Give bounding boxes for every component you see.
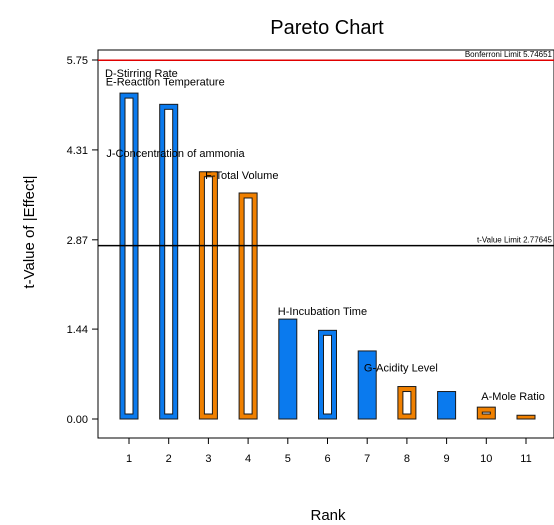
x-tick-label: 4 — [245, 453, 251, 465]
y-tick-label: 0.00 — [67, 414, 88, 426]
reference-lines: Bonferroni Limit 5.74651 t-Value Limit 2.… — [98, 50, 554, 247]
x-tick-label: 3 — [205, 453, 211, 465]
x-tick-label: 11 — [520, 453, 531, 465]
bar-label-rank-1: D-Stirring Rate — [105, 68, 178, 80]
bar-rank-8-hollow — [402, 391, 412, 415]
bar-series — [119, 92, 536, 420]
x-tick-label: 7 — [364, 453, 370, 465]
bar-label-rank-2: E-Reaction Temperature — [106, 76, 225, 88]
y-tick-label: 5.75 — [67, 55, 88, 67]
y-axis-label: t-Value of |Effect| — [21, 175, 38, 288]
bar-rank-3-hollow — [203, 176, 213, 415]
x-tick-label: 5 — [285, 453, 291, 465]
bar-rank-11 — [516, 414, 536, 420]
chart-title: Pareto Chart — [270, 17, 384, 39]
y-axis-ticks: 0.00 1.44 2.87 4.31 5.75 — [67, 55, 98, 426]
y-tick-label: 4.31 — [67, 145, 88, 157]
bar-label-rank-10: A-Mole Ratio — [481, 391, 545, 403]
x-tick-label: 1 — [126, 453, 132, 465]
bar-label-rank-3: J-Concentration of ammonia — [106, 148, 245, 160]
bar-rank-6-hollow — [323, 334, 332, 415]
bar-rank-4-hollow — [243, 197, 253, 415]
bar-rank-1-hollow — [124, 97, 134, 415]
x-tick-label: 10 — [480, 453, 492, 465]
x-axis-label: Rank — [310, 507, 346, 524]
x-tick-label: 2 — [166, 453, 172, 465]
bar-label-rank-4: F-Total Volume — [205, 170, 278, 182]
x-tick-label: 9 — [444, 453, 450, 465]
bar-label-rank-5: H-Incubation Time — [278, 306, 367, 318]
x-tick-label: 8 — [404, 453, 410, 465]
y-tick-label: 2.87 — [67, 235, 88, 247]
bar-rank-9 — [437, 391, 457, 420]
y-tick-label: 1.44 — [67, 324, 88, 336]
reference-line-label: Bonferroni Limit 5.74651 — [465, 50, 553, 59]
bar-rank-10-hollow — [481, 411, 491, 415]
x-axis-ticks: 1 2 3 4 5 6 7 8 9 10 11 — [126, 438, 532, 465]
bar-rank-5 — [278, 318, 298, 420]
bar-label-rank-8: G-Acidity Level — [364, 363, 438, 375]
plot-area-frame — [97, 49, 554, 439]
bar-rank-7 — [357, 350, 377, 420]
bar-rank-2-hollow — [164, 108, 174, 415]
reference-line-label: t-Value Limit 2.77645 — [477, 236, 553, 245]
x-tick-label: 6 — [324, 453, 330, 465]
